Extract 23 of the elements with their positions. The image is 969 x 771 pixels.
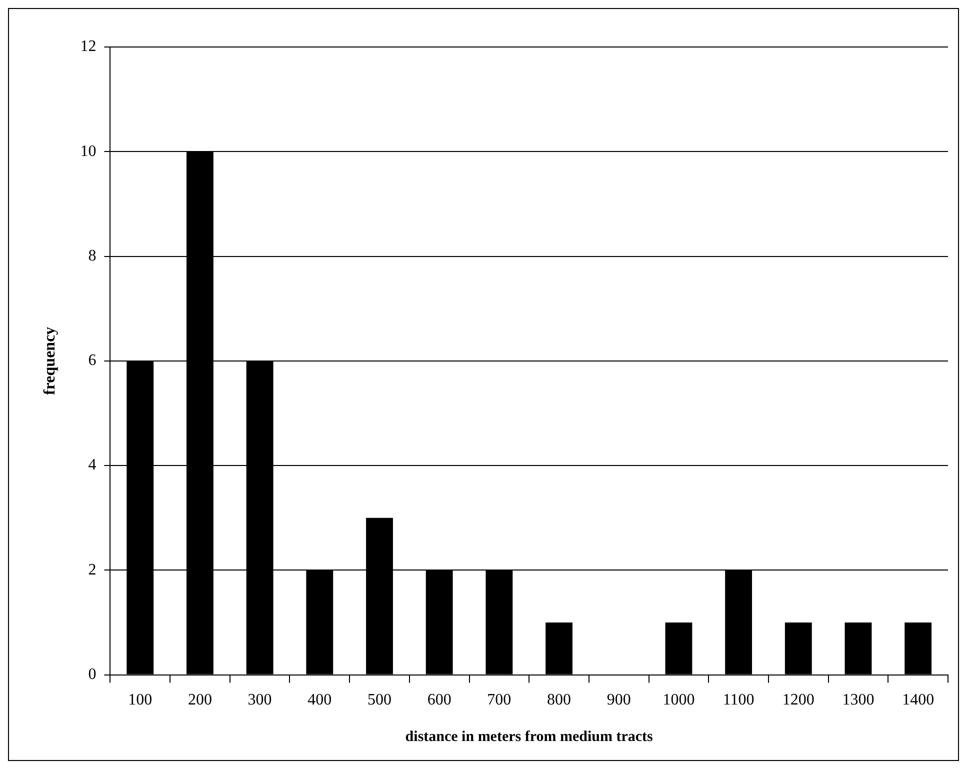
- y-tick-label: 12: [80, 38, 96, 56]
- y-axis-title: frequency: [42, 326, 59, 395]
- x-tick-label: 800: [547, 692, 572, 709]
- x-tick-label: 1000: [662, 692, 695, 709]
- y-tick-label: 0: [88, 666, 96, 684]
- x-tick-label: 900: [606, 692, 631, 709]
- y-tick-label: 2: [88, 561, 96, 578]
- x-tick-label: 1100: [722, 692, 754, 709]
- x-tick-label: 500: [367, 692, 392, 709]
- y-tick-label: 6: [88, 352, 96, 370]
- x-tick-label: 1300: [842, 692, 874, 709]
- y-tick-label: 8: [88, 247, 96, 264]
- x-tick-label: 700: [487, 692, 512, 709]
- x-tick-label: 300: [248, 692, 272, 709]
- x-tick-label: 100: [128, 692, 152, 709]
- x-axis-title: distance in meters from medium tracts: [405, 728, 654, 745]
- x-tick-label: 1200: [782, 692, 814, 709]
- y-tick-label: 10: [80, 142, 96, 160]
- x-tick-label: 1400: [902, 692, 934, 709]
- x-tick-label: 600: [427, 692, 452, 709]
- x-tick-label: 400: [308, 692, 332, 709]
- y-tick-label: 4: [88, 456, 96, 474]
- x-tick-label: 200: [188, 692, 212, 709]
